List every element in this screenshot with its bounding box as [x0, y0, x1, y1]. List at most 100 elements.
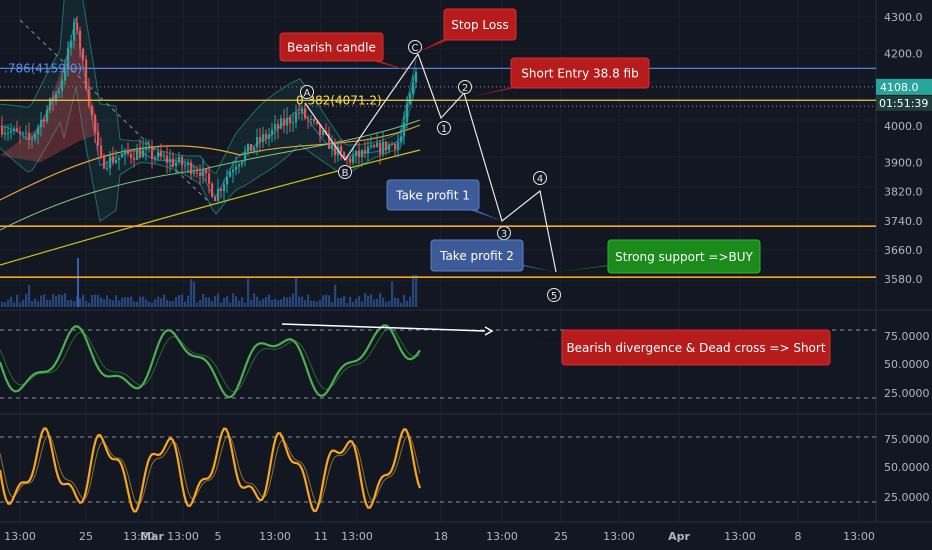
candle — [379, 139, 382, 165]
candle — [241, 160, 244, 168]
candle — [214, 196, 217, 202]
svg-text:Bearish divergence & Dead cros: Bearish divergence & Dead cross => Short — [566, 341, 825, 355]
candle — [85, 55, 88, 91]
volume-bar — [157, 296, 160, 307]
candle — [106, 161, 109, 172]
volume-bar — [415, 275, 418, 307]
fib-level-label: .786(4159.0) — [4, 61, 82, 75]
candle — [157, 145, 160, 162]
volume-bar — [145, 299, 148, 307]
volume-bar — [16, 294, 19, 307]
volume-bar — [190, 279, 193, 307]
volume-bar — [334, 284, 337, 307]
candle — [298, 103, 301, 120]
svg-text:Take profit 2: Take profit 2 — [439, 249, 514, 263]
osc2-tick-label: 75.0000 — [884, 433, 930, 446]
osc1-signal — [0, 327, 421, 393]
candle — [340, 138, 343, 161]
time-tick-label: Apr — [668, 530, 690, 543]
candle — [40, 111, 43, 137]
volume-bar — [49, 300, 52, 307]
candle — [247, 143, 250, 157]
time-tick-label: 11 — [314, 530, 328, 543]
volume-bar — [106, 295, 109, 307]
wave-label-3: 3 — [497, 226, 511, 240]
volume-bar — [247, 278, 250, 307]
volume-bar — [253, 293, 256, 307]
volume-bar — [346, 302, 349, 307]
volume-bar — [391, 281, 394, 307]
candle — [208, 165, 211, 194]
volume-bar — [409, 296, 412, 307]
volume-bar — [235, 296, 238, 307]
svg-text:4: 4 — [537, 174, 543, 185]
candle — [388, 142, 391, 154]
volume-bar — [244, 302, 247, 307]
candle — [202, 158, 205, 184]
annotation-take-profit-2: Take profit 2 — [430, 239, 554, 272]
volume-bar — [277, 300, 280, 307]
volume-bar — [364, 293, 367, 307]
annotations: Bearish candle Stop Loss Short Entry 38.8 … — [279, 8, 831, 366]
volume-bar — [307, 294, 310, 307]
annotation-bearish-divergence: Bearish divergence & Dead cross => Short — [505, 329, 831, 366]
volume-bar — [349, 296, 352, 307]
osc2-main — [0, 427, 422, 513]
candle — [382, 131, 385, 158]
volume-bar — [151, 302, 154, 307]
candle — [13, 125, 16, 135]
candle — [163, 151, 166, 159]
candle — [121, 144, 124, 158]
candle — [10, 123, 13, 140]
volume-bar — [64, 293, 67, 307]
annotation-strong-support: Strong support =>BUY — [556, 239, 761, 274]
candle — [349, 155, 352, 170]
volume-bar — [211, 301, 214, 307]
price-axis[interactable]: 4300.0 4200.0 4000.0 3900.0 3820.0 3740.0 3660… — [876, 11, 932, 504]
svg-text:Bearish candle: Bearish candle — [287, 41, 376, 55]
volume-bar — [52, 294, 55, 307]
volume-bar — [160, 298, 163, 307]
osc1-tick-label: 25.0000 — [884, 387, 930, 400]
candle — [172, 151, 175, 168]
wave-path — [417, 53, 557, 273]
volume-bar — [43, 294, 46, 307]
price-tick-label: 4000.0 — [884, 120, 923, 133]
volume-bar — [13, 302, 16, 307]
volume-bar — [31, 300, 34, 307]
volume-bar — [394, 297, 397, 307]
candle — [175, 156, 178, 175]
volume-bar — [82, 294, 85, 307]
time-tick-label: 13:00 — [4, 530, 36, 543]
volume-bar — [130, 296, 133, 307]
candle — [223, 179, 226, 202]
candle — [409, 91, 412, 105]
volume-bar — [196, 302, 199, 307]
divergence-arrowhead — [484, 326, 494, 336]
countdown-badge — [876, 95, 932, 111]
volume-bar — [241, 297, 244, 307]
candle — [274, 114, 277, 141]
volume-bar — [127, 296, 130, 307]
candle — [154, 155, 157, 164]
time-tick-label: 13:00 — [724, 530, 756, 543]
volume-bar — [121, 297, 124, 307]
volume-bar — [292, 293, 295, 307]
svg-text:1: 1 — [441, 124, 447, 135]
volume-bar — [202, 294, 205, 307]
annotation-take-profit-1: Take profit 1 — [386, 179, 502, 221]
volume-bar — [223, 297, 226, 307]
candle — [178, 151, 181, 165]
volume-bar — [214, 296, 217, 307]
candle — [355, 150, 358, 164]
candle — [133, 149, 136, 168]
candle — [136, 143, 139, 161]
volume-bar — [280, 299, 283, 307]
candle — [190, 159, 193, 180]
candle — [61, 74, 64, 98]
volume-bar — [184, 301, 187, 307]
candle — [286, 107, 289, 135]
volume-bar — [385, 301, 388, 307]
volume-bar — [142, 296, 145, 307]
